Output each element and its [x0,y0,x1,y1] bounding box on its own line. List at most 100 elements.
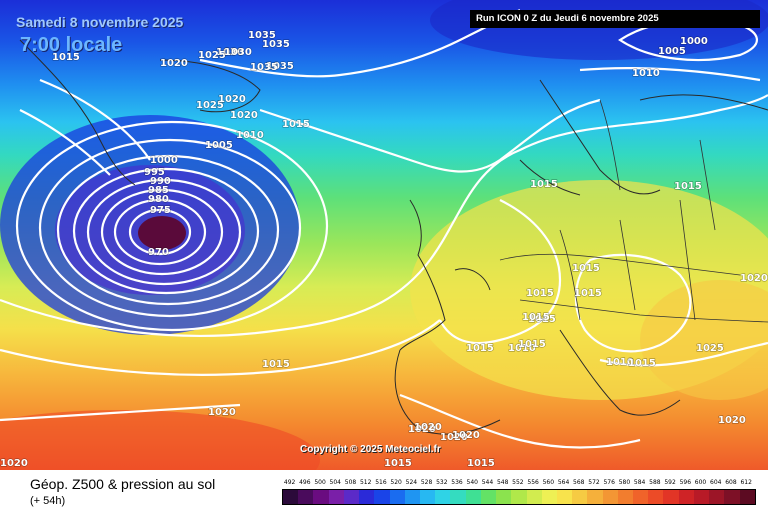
pressure-label: 1020 [230,110,258,121]
colorbar-swatch [419,490,436,504]
pressure-label: 1020 [452,430,480,441]
colorbar-swatch [298,490,314,504]
low-core [138,216,186,250]
pressure-label: 970 [148,247,169,258]
pressure-label: 1015 [282,119,310,130]
pressure-label: 1015 [674,181,702,192]
pressure-label: 1035 [250,62,278,73]
isobars-low [15,120,329,332]
map-canvas: 1035103510301035102510301035101510201025… [0,0,768,470]
pressure-labels: 1035103510301035102510301035101510201025… [0,29,768,469]
colorbar-swatch [556,490,573,504]
colorbar-label: 544 [481,479,494,486]
pressure-label: 1015 [572,263,600,274]
colorbar-swatch [678,490,694,504]
pressure-label: 980 [148,194,169,205]
colorbar-swatch [374,490,390,504]
colorbar-label: 500 [314,479,326,486]
pressure-label: 1030 [224,47,252,58]
pressure-label: 1015 [466,343,494,354]
colorbar-swatch [572,490,588,504]
colorbar-label: 592 [664,479,676,486]
pressure-label: 1010 [606,357,634,368]
pressure-label: 1015 [52,52,80,63]
colorbar-swatch [511,490,527,504]
pressure-label: 1020 [718,415,746,426]
colorbar-swatch [648,490,664,504]
pressure-label: 1030 [216,47,244,58]
colorbar-swatch [283,490,299,504]
colorbar-label: 504 [329,479,341,486]
pressure-label: 1020 [408,424,436,435]
colorbar-swatch [389,490,405,504]
colorbar-swatch [328,490,344,504]
colorbar-swatch [633,490,649,504]
colorbar-swatch [693,490,710,504]
pressure-label: 975 [150,205,171,216]
pressure-label: 1005 [205,140,233,151]
pressure-label: 1015 [518,339,546,350]
colorbar-swatch [739,490,755,504]
colorbar-label: 520 [390,479,402,486]
colorbar-swatch [602,490,618,504]
colorbar-label: 564 [557,479,570,486]
colorbar-label: 512 [359,479,372,486]
pressure-label: 1015 [522,312,550,323]
pressure-label: 1035 [266,61,294,72]
forecast-time: 7:00 locale [20,34,123,56]
pressure-label: 1020 [160,58,188,69]
colorbar-label: 604 [710,479,722,486]
colorbar-label: 588 [649,479,661,486]
colorbar-swatch [480,490,497,504]
colorbar-label: 548 [496,479,509,486]
colorbar-label: 600 [694,479,707,486]
colorbar-label: 572 [588,479,600,486]
lead-time: (+ 54h) [30,495,66,507]
colorbar-swatch [541,490,557,504]
colorbar-labels: 492 496 500 504 508 512 516 520 524 528 532 536 540 5… [282,479,754,489]
pressure-label: 1035 [262,39,290,50]
colorbar-label: 556 [527,479,539,486]
colorbar-swatch [465,490,481,504]
pressure-label: 1010 [236,130,264,141]
colorbar-label: 612 [740,479,752,486]
pressure-label: 1005 [658,46,686,57]
pressure-label: 1025 [696,343,724,354]
copyright-text: Copyright © 2025 Meteociel.fr [300,444,441,455]
pressure-label: 1020 [0,458,28,469]
colorbar-swatch [435,490,451,504]
colorbar-label: 528 [420,479,433,486]
forecast-map: 1035 1035 1030 1035 1025 1030 1035 1015 1020 1025… [0,0,768,470]
warm-field-east [640,280,768,400]
pressure-label: 1010 [508,343,536,354]
pressure-label: 1015 [530,179,558,190]
colorbar-swatch [359,490,375,504]
colorbar-swatch [617,490,634,504]
pressure-label: 1015 [574,288,602,299]
model-run-info: Run ICON 0 Z du Jeudi 6 novembre 2025 [470,10,760,28]
colorbar-label: 580 [618,479,631,486]
colorbar-swatch [404,490,420,504]
pressure-label: 985 [148,185,169,196]
pressure-label: 1035 [248,30,276,41]
colorbar-label: 516 [375,479,387,486]
colorbar-swatch [450,490,466,504]
colorbar [282,489,756,505]
pressure-label: 1020 [414,422,442,433]
forecast-date: Samedi 8 novembre 2025 [16,14,184,30]
pressure-label: 1025 [198,50,226,61]
colorbar-label: 608 [725,479,737,486]
colorbar-label: 568 [573,479,585,486]
colorbar-swatch [724,490,740,504]
pressure-label: 1015 [467,458,495,469]
colorbar-label: 536 [451,479,463,486]
isobars-broad [0,9,768,449]
colorbar-swatch [313,490,329,504]
pressure-label: 1010 [632,68,660,79]
colorbar-swatch [709,490,725,504]
pressure-label: 995 [144,167,165,178]
colorbar-label: 560 [542,479,555,486]
coastlines [19,39,768,435]
pressure-label: 1015 [526,288,554,299]
pressure-label: 1000 [150,155,178,166]
